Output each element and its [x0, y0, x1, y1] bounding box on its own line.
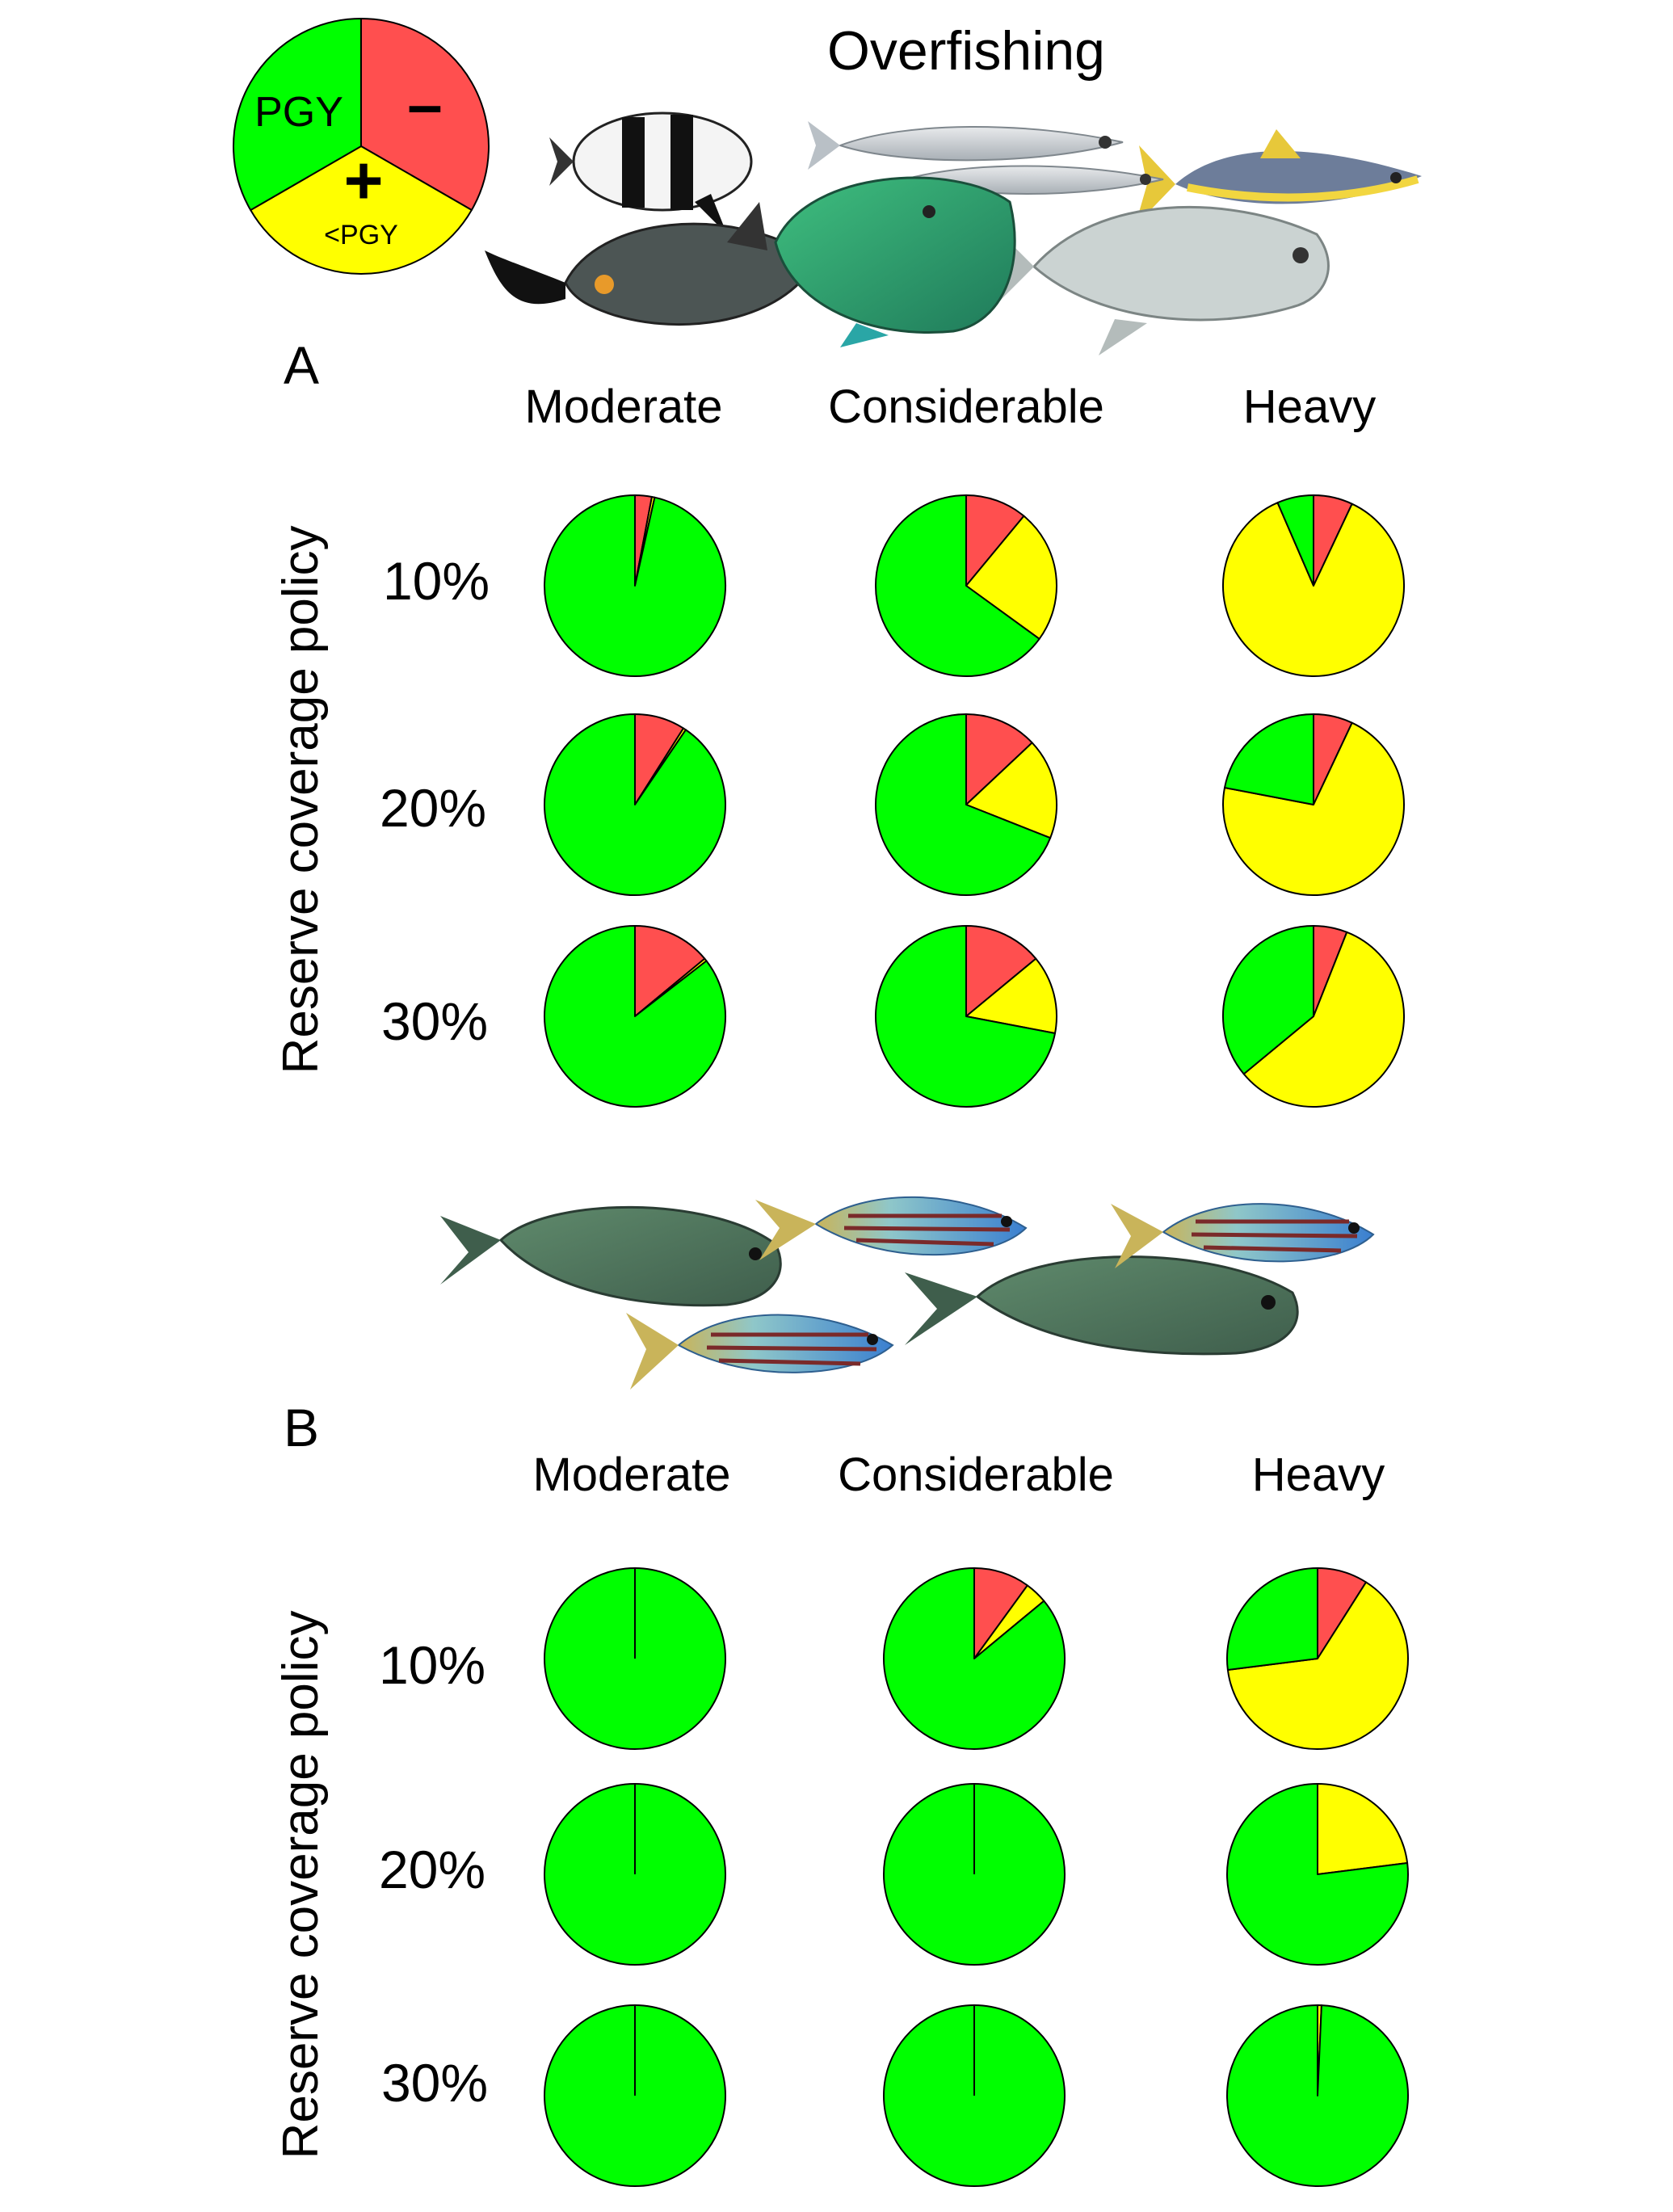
panel-b-pie-20-moderate	[544, 1783, 726, 1966]
panel-a-pie-20-considerable	[875, 713, 1058, 896]
panel-b-pie-10-heavy	[1226, 1567, 1409, 1750]
panel-b-col-label-moderate: Moderate	[532, 1449, 730, 1501]
panel-a-pie-10-heavy	[1222, 494, 1405, 677]
legend-pgy-label: PGY	[254, 89, 343, 136]
parrotfish-icon	[774, 176, 1016, 347]
legend-pie-yellow-slice	[250, 145, 473, 275]
panel-b-pie-30-heavy-green-slice	[1225, 2004, 1409, 2187]
reef-fish-illustration	[485, 111, 1422, 355]
grouper-snapper-illustration	[440, 1196, 1375, 1390]
panel-a-pie-20-considerable-green-slice	[875, 713, 1052, 896]
panel-a-pie-30-moderate	[544, 925, 726, 1108]
snapper-icon	[755, 1196, 1028, 1260]
panel-a-pie-20-moderate	[544, 713, 726, 896]
legend-pie-red-slice	[360, 18, 490, 211]
panel-a-row-label-10: 10%	[383, 551, 490, 611]
panel-b-row-label-30: 30%	[381, 2053, 488, 2113]
panel-a-pie-20-heavy-yellow-slice	[1222, 721, 1405, 896]
legend-pie	[233, 18, 490, 275]
snapper-icon	[1111, 1203, 1375, 1268]
panel-a-pie-10-considerable-yellow-slice	[965, 515, 1057, 640]
panel-b-pie-10-heavy-yellow-slice	[1226, 1581, 1409, 1750]
panel-b-col-label-considerable: Considerable	[838, 1449, 1114, 1501]
panel-b-row-label-10: 10%	[379, 1635, 486, 1695]
panel-a-pie-20-heavy-green-slice	[1223, 713, 1314, 805]
panel-a-pie-20-heavy	[1222, 713, 1405, 896]
panel-b-pie-20-considerable	[883, 1783, 1066, 1966]
panel-a-pie-10-considerable-red-slice	[965, 494, 1025, 587]
legend: PGY – + <PGY	[233, 18, 490, 275]
legend-minus-symbol: –	[407, 69, 442, 140]
panel-b-row-label-20: 20%	[379, 1840, 486, 1899]
panel-a-pie-30-heavy-yellow-slice	[1242, 931, 1405, 1108]
panel-a-label: A	[284, 335, 319, 395]
panel-b-pie-10-heavy-green-slice	[1226, 1567, 1318, 1672]
panel-b-pie-10-considerable-green-slice	[883, 1567, 1066, 1750]
panel-a-pie-10-heavy-yellow-slice	[1222, 502, 1405, 677]
panel-a-pie-10-considerable-green-slice	[875, 494, 1040, 677]
tuna-icon	[1135, 129, 1422, 226]
panel-a-pie-10-heavy-green-slice	[1276, 494, 1314, 587]
panel-b-pie-10-considerable	[883, 1567, 1066, 1750]
grouper-icon	[905, 1255, 1299, 1356]
panel-b-pie-20-heavy	[1226, 1783, 1409, 1966]
panel-a-row-label-20: 20%	[380, 778, 486, 838]
panel-b-pie-30-moderate	[544, 2004, 726, 2187]
legend-pie-green-slice	[233, 18, 362, 212]
panel-a-col-label-heavy: Heavy	[1243, 381, 1376, 433]
panel-a-pie-20-considerable-yellow-slice	[965, 742, 1058, 839]
panel-a-pie-30-considerable-green-slice	[875, 925, 1057, 1108]
panel-a-axis-label: Reserve coverage policy	[273, 526, 329, 1074]
panel-b-pie-20-heavy-green-slice	[1226, 1783, 1409, 1966]
panel-a-pie-30-considerable-yellow-slice	[965, 957, 1057, 1034]
grouper-icon	[440, 1205, 782, 1307]
panel-a-pie-30-heavy-green-slice	[1222, 925, 1314, 1075]
snapper-icon	[626, 1313, 894, 1390]
figure-title: Overfishing	[827, 20, 1105, 82]
damselfish-icon	[549, 111, 753, 234]
legend-less-pgy-label: <PGY	[324, 220, 398, 250]
panel-b-pie-30-considerable	[883, 2004, 1066, 2187]
panel-a-pies	[544, 494, 1405, 1108]
panel-b-pies	[544, 1567, 1409, 2187]
panel-a-pie-10-considerable	[875, 494, 1057, 677]
panel-b-pie-20-heavy-yellow-slice	[1317, 1783, 1409, 1875]
panel-a-pie-30-considerable-red-slice	[965, 925, 1037, 1017]
trevally-icon	[994, 205, 1330, 355]
panel-a-col-label-moderate: Moderate	[524, 381, 722, 433]
panel-a-pie-10-moderate	[544, 494, 726, 677]
panel-a-pie-10-moderate-green-slice	[544, 494, 726, 677]
panel-a-pie-20-considerable-red-slice	[965, 713, 1033, 805]
panel-b-axis-label: Reserve coverage policy	[273, 1611, 329, 2159]
panel-b-pie-10-moderate	[544, 1567, 726, 1750]
panel-b-label: B	[284, 1398, 319, 1457]
panel-a-pie-30-moderate-green-slice	[544, 925, 726, 1108]
panel-a-row-label-30: 30%	[381, 991, 488, 1051]
panel-a-col-label-considerable: Considerable	[828, 381, 1104, 433]
panel-a-pie-30-heavy	[1222, 925, 1405, 1108]
legend-plus-symbol: +	[343, 142, 383, 218]
panel-b-pie-30-heavy	[1225, 2004, 1409, 2187]
panel-a-pie-20-moderate-green-slice	[544, 713, 726, 896]
panel-a-pie-30-moderate-red-slice	[634, 925, 706, 1017]
legend-pie	[233, 18, 490, 275]
triggerfish-icon	[485, 202, 818, 326]
panel-a-pie-30-considerable	[875, 925, 1057, 1108]
panel-b-col-label-heavy: Heavy	[1252, 1449, 1385, 1501]
